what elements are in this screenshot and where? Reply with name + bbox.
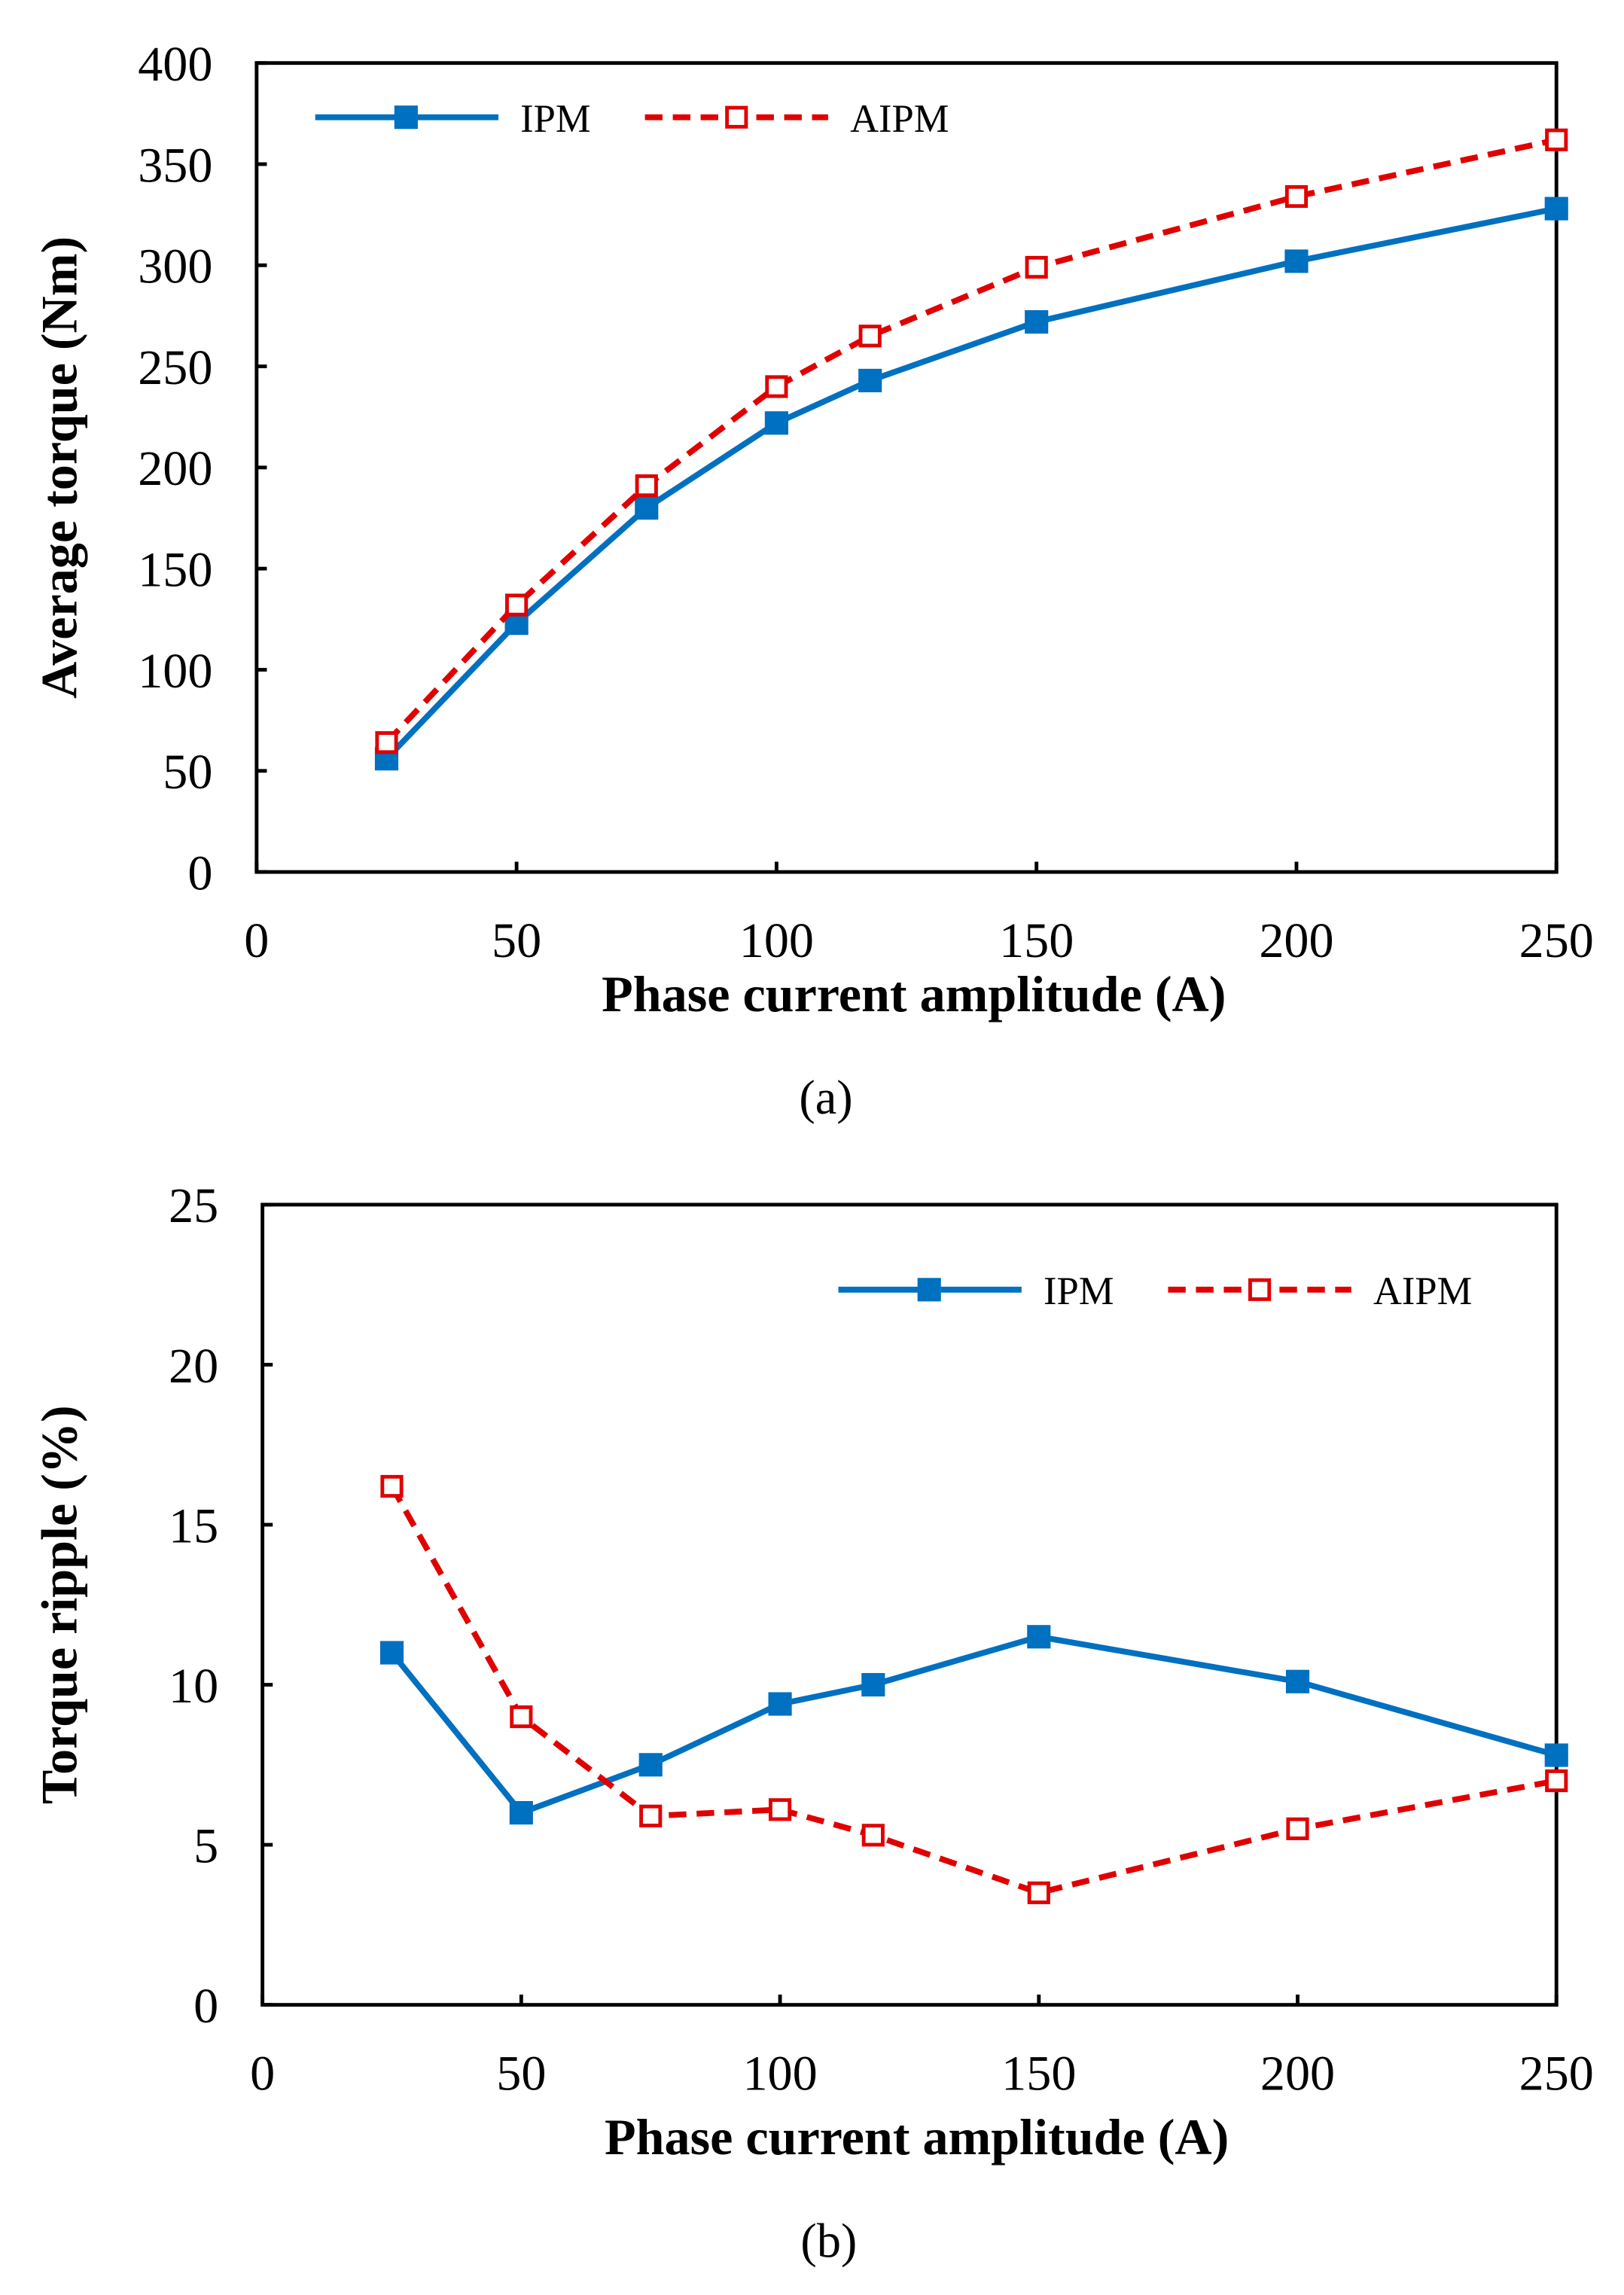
- y-tick-label: 300: [138, 239, 212, 294]
- x-tick-label: 150: [1001, 2047, 1076, 2101]
- data-point-ipm: [768, 1692, 792, 1716]
- x-tick-label: 250: [1519, 2047, 1594, 2101]
- x-tick-label: 0: [244, 913, 269, 968]
- y-tick-label: 50: [163, 745, 212, 800]
- panel-caption: (a): [799, 1071, 852, 1124]
- series-line-aipm: [389, 1485, 1557, 1896]
- data-point-ipm: [1284, 249, 1309, 273]
- data-point-aipm: [1545, 128, 1568, 151]
- x-tick-label: 200: [1260, 2047, 1335, 2101]
- chart-average-torque: 0 50 100 150 200 250 300 350 400 0 50 100 150 200 250 P…: [30, 37, 1593, 1124]
- x-tick-label: 0: [250, 2047, 275, 2101]
- data-point-aipm: [768, 1798, 792, 1821]
- data-point-ipm: [1544, 1743, 1568, 1767]
- data-point-ipm: [635, 496, 659, 520]
- data-point-ipm: [1025, 309, 1049, 334]
- y-tick-label: 150: [138, 543, 212, 598]
- x-tick-label: 50: [496, 2047, 546, 2101]
- y-tick-label: 100: [138, 644, 212, 699]
- data-point-ipm: [861, 1672, 885, 1697]
- y-tick-label: 20: [169, 1339, 218, 1394]
- y-tick-label: 10: [169, 1659, 218, 1714]
- y-tick-label: 350: [138, 138, 212, 193]
- series-line-ipm: [389, 1633, 1558, 1817]
- series-line-ipm: [384, 206, 1558, 761]
- data-point-aipm: [858, 325, 882, 348]
- data-point-aipm: [1284, 184, 1309, 209]
- y-tick-label: 0: [193, 1979, 218, 2034]
- data-point-ipm: [638, 1753, 663, 1777]
- y-tick-label: 200: [138, 441, 212, 496]
- y-tick-label: 0: [187, 846, 212, 901]
- data-point-aipm: [1027, 1881, 1050, 1904]
- data-point-aipm: [1545, 1769, 1568, 1793]
- plot-frame: [261, 1202, 1558, 2007]
- data-point-ipm: [379, 1641, 404, 1665]
- x-axis-label: Phase current amplitude (A): [605, 2108, 1229, 2165]
- data-point-ipm: [1285, 1669, 1310, 1693]
- x-tick-label: 50: [492, 913, 541, 968]
- x-tick-label: 100: [742, 2047, 817, 2101]
- x-tick-label: 200: [1259, 913, 1333, 968]
- legend-marker-ipm: [394, 105, 418, 130]
- data-point-ipm: [764, 411, 788, 435]
- legend-marker-aipm: [725, 105, 748, 129]
- data-point-ipm: [858, 368, 882, 392]
- data-point-aipm: [510, 1705, 533, 1729]
- legend-label-aipm: AIPM: [850, 97, 949, 141]
- y-axis-label: Torque ripple (%): [30, 1405, 87, 1804]
- y-tick-label: 15: [169, 1498, 218, 1553]
- series-line-aipm: [384, 136, 1558, 745]
- y-tick-label: 5: [193, 1818, 218, 1873]
- data-point-aipm: [635, 474, 658, 498]
- data-point-aipm: [861, 1824, 885, 1847]
- y-tick-label: 400: [138, 37, 212, 92]
- data-point-aipm: [505, 593, 529, 617]
- panel-caption: (b): [800, 2214, 857, 2267]
- y-tick-label: 250: [138, 340, 212, 395]
- data-point-aipm: [375, 731, 398, 754]
- data-point-aipm: [639, 1804, 663, 1827]
- x-tick-label: 100: [739, 913, 814, 968]
- data-point-ipm: [1544, 197, 1568, 221]
- x-tick-label: 150: [999, 913, 1074, 968]
- legend-label-aipm: AIPM: [1373, 1269, 1472, 1313]
- x-tick-label: 250: [1519, 913, 1594, 968]
- legend-marker-aipm: [1248, 1278, 1272, 1301]
- data-point-aipm: [380, 1474, 404, 1498]
- x-axis-label: Phase current amplitude (A): [602, 965, 1226, 1023]
- data-point-ipm: [1027, 1625, 1051, 1649]
- y-tick-label: 25: [169, 1178, 218, 1233]
- legend-label-ipm: IPM: [520, 97, 590, 141]
- data-point-aipm: [765, 375, 788, 398]
- legend-marker-ipm: [917, 1278, 941, 1302]
- data-point-ipm: [509, 1800, 533, 1825]
- y-axis-label: Average torque (Nm): [30, 236, 87, 699]
- data-point-aipm: [1286, 1817, 1309, 1840]
- data-point-aipm: [1025, 255, 1048, 279]
- legend-label-ipm: IPM: [1044, 1269, 1114, 1313]
